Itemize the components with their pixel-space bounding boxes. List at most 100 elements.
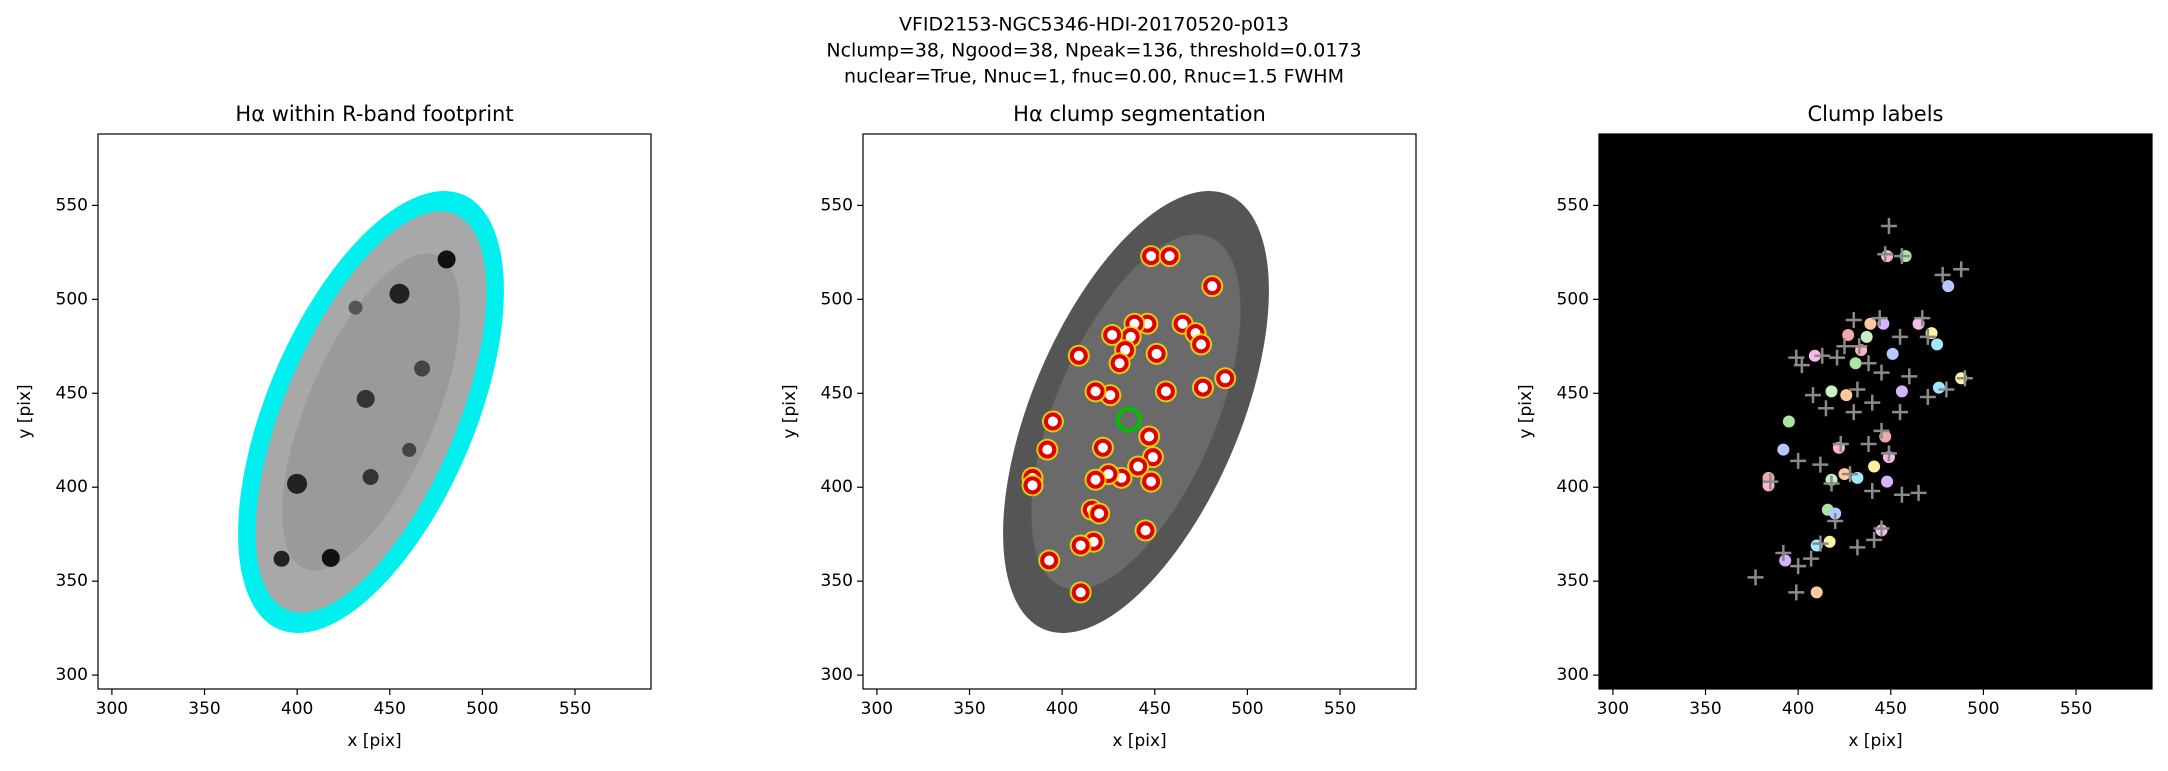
peak bbox=[1823, 475, 1840, 492]
nucleus bbox=[1115, 406, 1142, 433]
clump-label bbox=[1825, 385, 1838, 398]
x-tick-label: 350 bbox=[188, 699, 220, 719]
clump-label bbox=[1886, 347, 1899, 360]
clump-label bbox=[1782, 415, 1795, 428]
y-tick-label: 300 bbox=[821, 665, 853, 685]
y-tick-label: 300 bbox=[1557, 665, 1589, 685]
clump bbox=[1103, 326, 1122, 345]
clump bbox=[1143, 448, 1162, 467]
clump-label bbox=[1779, 554, 1792, 567]
peak bbox=[1873, 364, 1890, 381]
clump-label bbox=[1881, 475, 1894, 488]
clump-label bbox=[1777, 443, 1790, 456]
y-tick-label: 550 bbox=[821, 195, 853, 215]
clump bbox=[1140, 427, 1159, 446]
y-tick-label: 500 bbox=[56, 289, 88, 309]
clump bbox=[1216, 369, 1235, 388]
peak bbox=[1790, 452, 1807, 469]
figure-title: Nclump=38, Ngood=38, Npeak=136, threshol… bbox=[826, 40, 1361, 62]
peak bbox=[1893, 486, 1910, 503]
y-axis-label: y [pix] bbox=[15, 384, 35, 438]
y-tick-label: 400 bbox=[56, 477, 88, 497]
clump bbox=[1193, 378, 1212, 397]
y-tick-label: 350 bbox=[1557, 571, 1589, 591]
x-tick-label: 400 bbox=[281, 699, 313, 719]
panel-title: Hα within R-band footprint bbox=[235, 102, 513, 126]
clump-label bbox=[1810, 586, 1823, 599]
peak bbox=[1880, 445, 1897, 462]
x-tick-label: 450 bbox=[1875, 699, 1907, 719]
peak bbox=[1864, 394, 1881, 411]
clump bbox=[1147, 344, 1166, 363]
panel-title: Clump labels bbox=[1808, 102, 1944, 126]
peak bbox=[1873, 520, 1890, 537]
axes-frame bbox=[862, 133, 1417, 690]
y-tick-label: 450 bbox=[56, 383, 88, 403]
clump bbox=[1069, 346, 1088, 365]
clump-label bbox=[1868, 460, 1881, 473]
peak bbox=[1892, 404, 1909, 421]
peak bbox=[1860, 355, 1877, 372]
clump bbox=[1086, 470, 1105, 489]
peak bbox=[1851, 338, 1868, 355]
peak bbox=[1953, 261, 1970, 278]
clump bbox=[1142, 247, 1161, 266]
peak bbox=[1836, 338, 1853, 355]
y-tick-label: 400 bbox=[821, 477, 853, 497]
clump-label bbox=[1864, 317, 1877, 330]
x-tick-label: 450 bbox=[374, 699, 406, 719]
panel: Hα within R-band footprint x [pix] y [pix]… bbox=[15, 102, 652, 751]
peak bbox=[1871, 310, 1888, 327]
peak bbox=[1812, 535, 1829, 552]
x-tick-label: 400 bbox=[1782, 699, 1814, 719]
clump bbox=[1038, 440, 1057, 459]
clump bbox=[1086, 382, 1105, 401]
peak bbox=[1873, 422, 1890, 439]
peak bbox=[1919, 389, 1936, 406]
clump bbox=[1129, 457, 1148, 476]
peak bbox=[1893, 248, 1910, 265]
axes-frame bbox=[97, 133, 652, 690]
peak bbox=[1919, 328, 1936, 345]
x-tick-label: 500 bbox=[1231, 699, 1263, 719]
clump bbox=[1192, 335, 1211, 354]
figure-title: nuclear=True, Nnuc=1, fnuc=0.00, Rnuc=1.… bbox=[844, 66, 1344, 88]
clump-label bbox=[1849, 357, 1862, 370]
peak bbox=[1788, 584, 1805, 601]
x-tick-label: 350 bbox=[1689, 699, 1721, 719]
clump-label bbox=[1881, 250, 1894, 263]
peak bbox=[1803, 550, 1820, 567]
x-tick-label: 550 bbox=[1324, 699, 1356, 719]
peak bbox=[1934, 266, 1951, 283]
clump bbox=[1160, 247, 1179, 266]
x-tick-label: 300 bbox=[96, 699, 128, 719]
y-tick-label: 400 bbox=[1557, 477, 1589, 497]
peak bbox=[1849, 539, 1866, 556]
galaxy-image bbox=[238, 190, 504, 634]
y-tick-label: 500 bbox=[821, 289, 853, 309]
peak bbox=[1860, 436, 1877, 453]
x-tick-label: 550 bbox=[2060, 699, 2092, 719]
plot-background bbox=[1599, 134, 2152, 689]
clump-label bbox=[1931, 338, 1944, 351]
peak bbox=[1956, 370, 1973, 387]
y-tick-label: 450 bbox=[821, 383, 853, 403]
x-tick-label: 450 bbox=[1139, 699, 1171, 719]
clump bbox=[1156, 382, 1175, 401]
x-tick-label: 350 bbox=[953, 699, 985, 719]
clump bbox=[1040, 551, 1059, 570]
peak bbox=[1747, 569, 1764, 586]
x-axis-label: x [pix] bbox=[1112, 731, 1166, 751]
figure-title: VFID2153-NGC5346-HDI-20170520-p013 bbox=[899, 14, 1289, 36]
x-tick-label: 300 bbox=[861, 699, 893, 719]
peak bbox=[1832, 436, 1849, 453]
clump-label bbox=[1842, 329, 1855, 342]
peak bbox=[1804, 387, 1821, 404]
x-axis-label: x [pix] bbox=[1848, 731, 1902, 751]
x-tick-label: 400 bbox=[1046, 699, 1078, 719]
peak bbox=[1762, 473, 1779, 490]
y-tick-label: 500 bbox=[1557, 289, 1589, 309]
clump bbox=[1093, 438, 1112, 457]
peak bbox=[1864, 482, 1881, 499]
clump-label bbox=[1823, 535, 1836, 548]
